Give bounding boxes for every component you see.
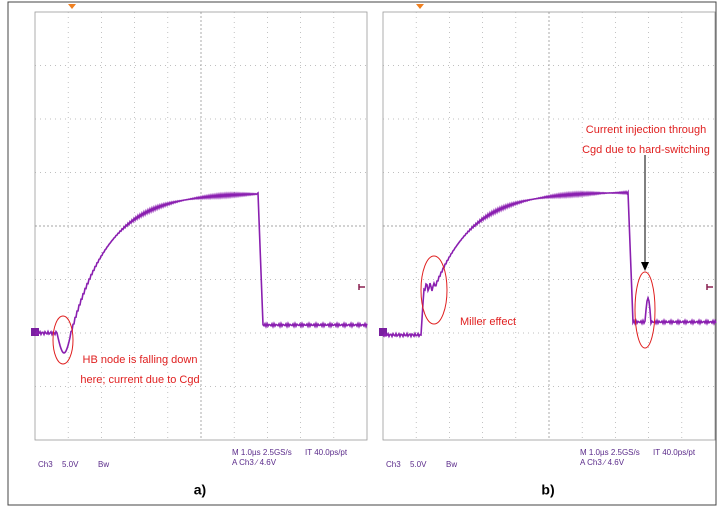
trigger-marker [416,4,424,9]
status-bandwidth: Bw [98,460,109,469]
panel-label: b) [541,482,554,498]
panel-label: a) [194,482,206,498]
status-channel: Ch3 [386,460,401,469]
trigger-marker [68,4,76,9]
annotation: Miller effect [460,316,516,328]
page: HB node is falling down here; current due… [0,0,721,512]
annotation: here; current due to Cgd [80,374,199,386]
annotation: Current injection through [586,124,706,136]
status-timebase: M 1.0µs 2.5GS/s [232,448,292,457]
status-scale: 5.0V [62,460,79,469]
status-trigger: A Ch3 ∕ 4.6V [232,458,277,467]
status-trigger: A Ch3 ∕ 4.6V [580,458,625,467]
scope-panel: Miller effect Current injection through Cg… [379,4,716,498]
status-scale: 5.0V [410,460,427,469]
figure: HB node is falling down here; current due… [0,0,721,512]
status-bandwidth: Bw [446,460,457,469]
status-channel: Ch3 [38,460,53,469]
scope-panel: HB node is falling down here; current due… [31,4,367,498]
status-resolution: IT 40.0ps/pt [305,448,348,457]
status-timebase: M 1.0µs 2.5GS/s [580,448,640,457]
status-resolution: IT 40.0ps/pt [653,448,696,457]
annotation: Cgd due to hard-switching [582,144,710,156]
annotation: HB node is falling down [83,354,198,366]
